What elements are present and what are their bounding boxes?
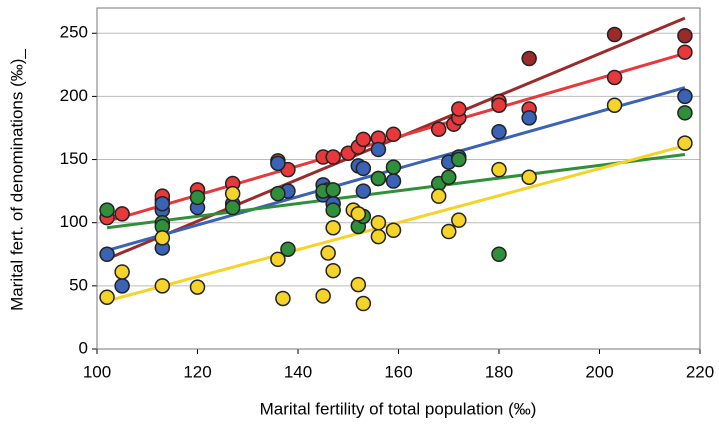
point (370, 228, 387, 245)
x-axis-label: Marital fertility of total population (‰… (260, 399, 537, 418)
point (270, 185, 286, 202)
point (350, 276, 367, 293)
trend-line (106, 153, 686, 230)
point (270, 251, 286, 268)
point (355, 131, 372, 148)
y-axis-label: Marital fert. of denominations (‰)_ (7, 49, 26, 311)
point (355, 295, 372, 312)
point (189, 279, 206, 295)
y-tick-label: 50 (69, 275, 88, 294)
point (355, 160, 372, 177)
point (385, 159, 402, 175)
point (325, 262, 341, 279)
point (99, 202, 115, 218)
point (350, 206, 367, 222)
point (154, 230, 171, 246)
point (370, 214, 387, 231)
point (325, 182, 341, 198)
point (315, 288, 331, 304)
point (224, 185, 241, 202)
x-tick-label: 120 (183, 362, 211, 381)
y-tick-label: 250 (60, 23, 88, 42)
point (521, 169, 537, 185)
y-tick-label: 100 (60, 212, 88, 231)
x-tick-label: 100 (83, 362, 111, 381)
point (451, 212, 467, 228)
point (154, 278, 171, 294)
point (355, 183, 372, 199)
point (280, 241, 296, 257)
y-tick-label: 200 (60, 86, 88, 105)
point (114, 264, 130, 280)
point (270, 155, 286, 172)
point (677, 44, 693, 60)
point (606, 97, 623, 113)
point (677, 28, 693, 44)
point (370, 170, 387, 187)
point (491, 97, 507, 113)
point (325, 149, 341, 165)
y-tick-label: 150 (60, 149, 88, 168)
point (451, 151, 467, 168)
x-tick-label: 180 (485, 362, 513, 381)
point (370, 141, 387, 158)
point (677, 105, 693, 121)
x-tick-label: 160 (384, 362, 412, 381)
point (385, 173, 402, 189)
point (325, 220, 341, 236)
point (491, 246, 507, 263)
x-tick-label: 140 (284, 362, 312, 381)
point (677, 88, 693, 105)
point (114, 206, 130, 222)
point (606, 69, 623, 86)
point (99, 246, 115, 263)
point (491, 124, 507, 140)
point (441, 223, 457, 240)
point (224, 199, 241, 216)
point (154, 196, 171, 212)
point (189, 189, 206, 206)
point (275, 290, 291, 307)
point (677, 135, 693, 151)
x-tick-label: 220 (686, 362, 714, 381)
y-tick-label: 0 (79, 338, 88, 357)
point (441, 169, 457, 185)
point (606, 26, 623, 43)
point (99, 289, 115, 305)
point (521, 110, 537, 126)
point (385, 126, 402, 143)
point (451, 101, 467, 117)
point (491, 161, 507, 178)
point (430, 188, 447, 204)
point (385, 222, 402, 239)
plot-frame (96, 7, 701, 350)
point (114, 278, 130, 294)
point (320, 245, 336, 261)
point (325, 202, 341, 218)
x-tick-label: 200 (585, 362, 613, 381)
point (521, 50, 537, 67)
point (430, 121, 447, 137)
